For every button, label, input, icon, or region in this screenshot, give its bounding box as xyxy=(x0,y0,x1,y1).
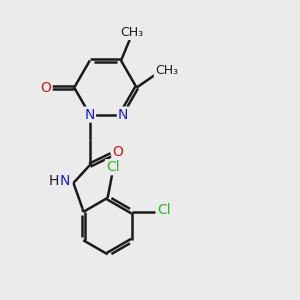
Text: N: N xyxy=(60,175,70,188)
Text: N: N xyxy=(85,108,95,122)
Text: CH₃: CH₃ xyxy=(120,26,143,39)
Text: O: O xyxy=(112,145,123,159)
Text: O: O xyxy=(40,81,51,94)
Text: Cl: Cl xyxy=(158,203,171,218)
Text: H: H xyxy=(49,175,59,188)
Text: N: N xyxy=(118,108,128,122)
Text: Cl: Cl xyxy=(106,160,119,174)
Text: CH₃: CH₃ xyxy=(155,64,178,77)
